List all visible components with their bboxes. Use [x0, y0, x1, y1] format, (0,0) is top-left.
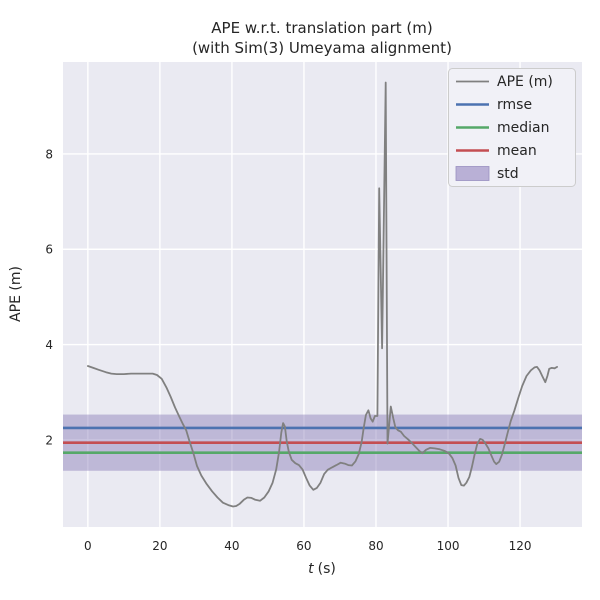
ape-curve-layer: [87, 81, 558, 508]
x-axis-tick-labels: 0 20 40 60 80 100 120: [84, 539, 531, 553]
y-tick-label: 8: [45, 147, 53, 161]
legend-item-rmse: rmse: [456, 97, 532, 113]
x-tick-label: 20: [152, 539, 167, 553]
legend: APE (m) rmse median mean std: [448, 68, 576, 187]
legend-item-ape--m-: APE (m): [456, 74, 553, 90]
y-axis-tick-labels: 2 4 6 8: [45, 147, 53, 447]
legend-item-std: std: [455, 166, 519, 182]
legend-patch-sample: [455, 166, 490, 181]
legend-item-median: median: [456, 120, 549, 136]
x-tick-label: 80: [368, 539, 383, 553]
y-axis-label: APE (m): [8, 266, 24, 322]
legend-box: [448, 68, 576, 187]
ape-curve: [87, 81, 558, 508]
x-tick-label: 0: [84, 539, 92, 553]
legend-label: mean: [497, 143, 537, 159]
legend-label: APE (m): [497, 74, 553, 90]
y-tick-label: 2: [45, 433, 53, 447]
chart-title-line1: APE w.r.t. translation part (m): [211, 19, 432, 37]
legend-label: median: [497, 120, 549, 136]
stat-lines-layer: [63, 426, 582, 454]
legend-item-mean: mean: [456, 143, 537, 159]
x-tick-label: 100: [437, 539, 460, 553]
y-tick-label: 6: [45, 243, 53, 257]
x-tick-label: 120: [509, 539, 532, 553]
chart-title-line2: (with Sim(3) Umeyama alignment): [192, 39, 452, 57]
legend-label: std: [497, 166, 519, 182]
x-tick-label: 40: [224, 539, 239, 553]
x-axis-label: t (s): [308, 561, 336, 577]
x-tick-label: 60: [296, 539, 311, 553]
legend-label: rmse: [497, 97, 532, 113]
y-tick-label: 4: [45, 338, 53, 352]
